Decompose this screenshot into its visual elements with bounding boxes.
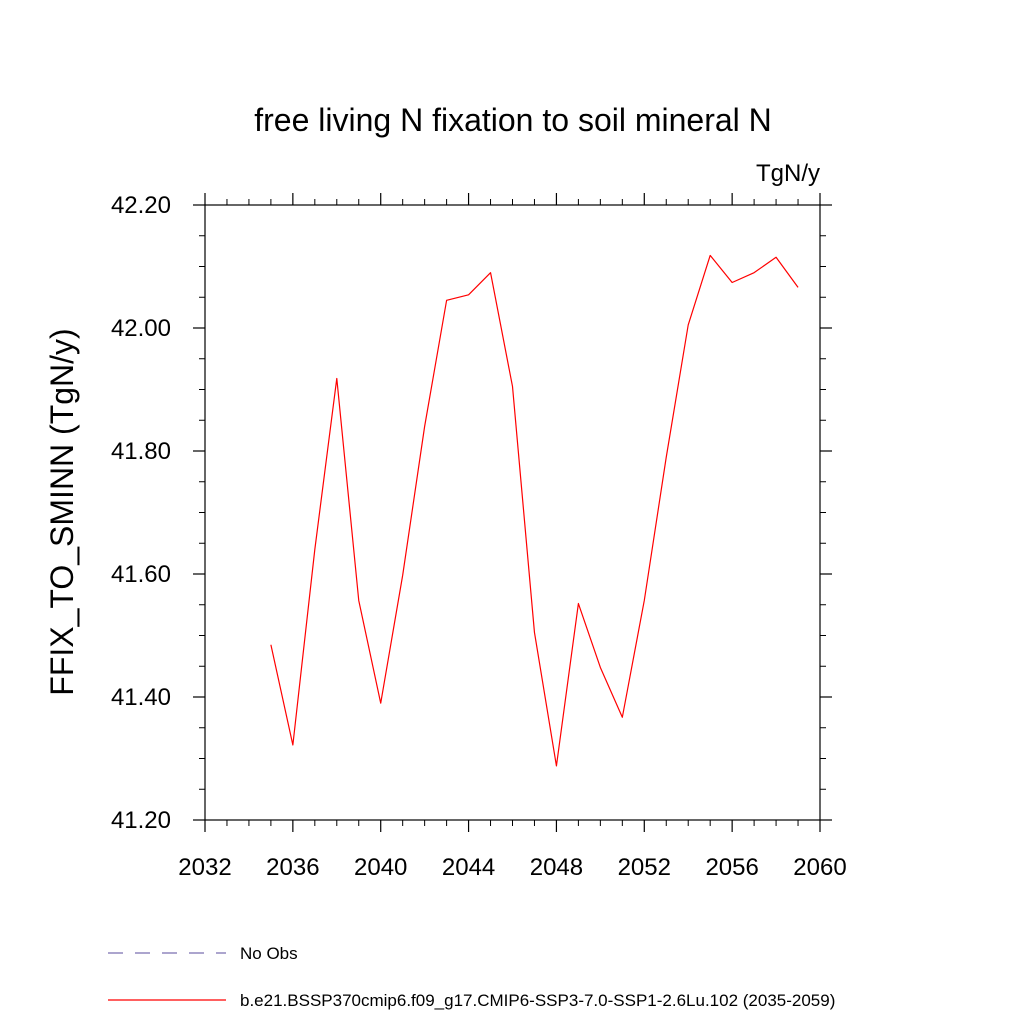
plot-frame xyxy=(204,204,821,821)
y-tick-label: 41.60 xyxy=(111,561,171,588)
x-tick-label: 2040 xyxy=(354,854,407,881)
y-axis-label: FFIX_TO_SMINN (TgN/y) xyxy=(44,328,80,695)
plot-area-border xyxy=(204,204,821,821)
y-tick-label: 41.20 xyxy=(111,807,171,834)
units-label: TgN/y xyxy=(756,160,820,187)
y-axis: 41.20 41.40 41.60 41.80 42.00 42.20 xyxy=(111,192,832,834)
x-tick-label: 2036 xyxy=(266,854,319,881)
y-tick-label: 41.80 xyxy=(111,438,171,465)
legend: No Obs b.e21.BSSP370cmip6.f09_g17.CMIP6-S… xyxy=(108,944,835,1010)
x-tick-label: 2052 xyxy=(618,854,671,881)
x-axis: 2032 2036 2040 2044 2048 2052 2056 2060 xyxy=(178,193,847,881)
x-tick-label: 2048 xyxy=(530,854,583,881)
series-layer xyxy=(270,254,799,767)
legend-label: No Obs xyxy=(240,944,298,963)
y-tick-label: 42.20 xyxy=(111,192,171,219)
chart-title: free living N fixation to soil mineral N xyxy=(254,102,772,138)
x-tick-label: 2056 xyxy=(705,854,758,881)
x-tick-label: 2044 xyxy=(442,854,495,881)
x-tick-label: 2032 xyxy=(178,854,231,881)
y-tick-label: 41.40 xyxy=(111,684,171,711)
y-tick-label: 42.00 xyxy=(111,315,171,342)
x-tick-label: 2060 xyxy=(793,854,846,881)
series-line xyxy=(270,254,799,767)
legend-label: b.e21.BSSP370cmip6.f09_g17.CMIP6-SSP3-7.… xyxy=(240,991,835,1010)
